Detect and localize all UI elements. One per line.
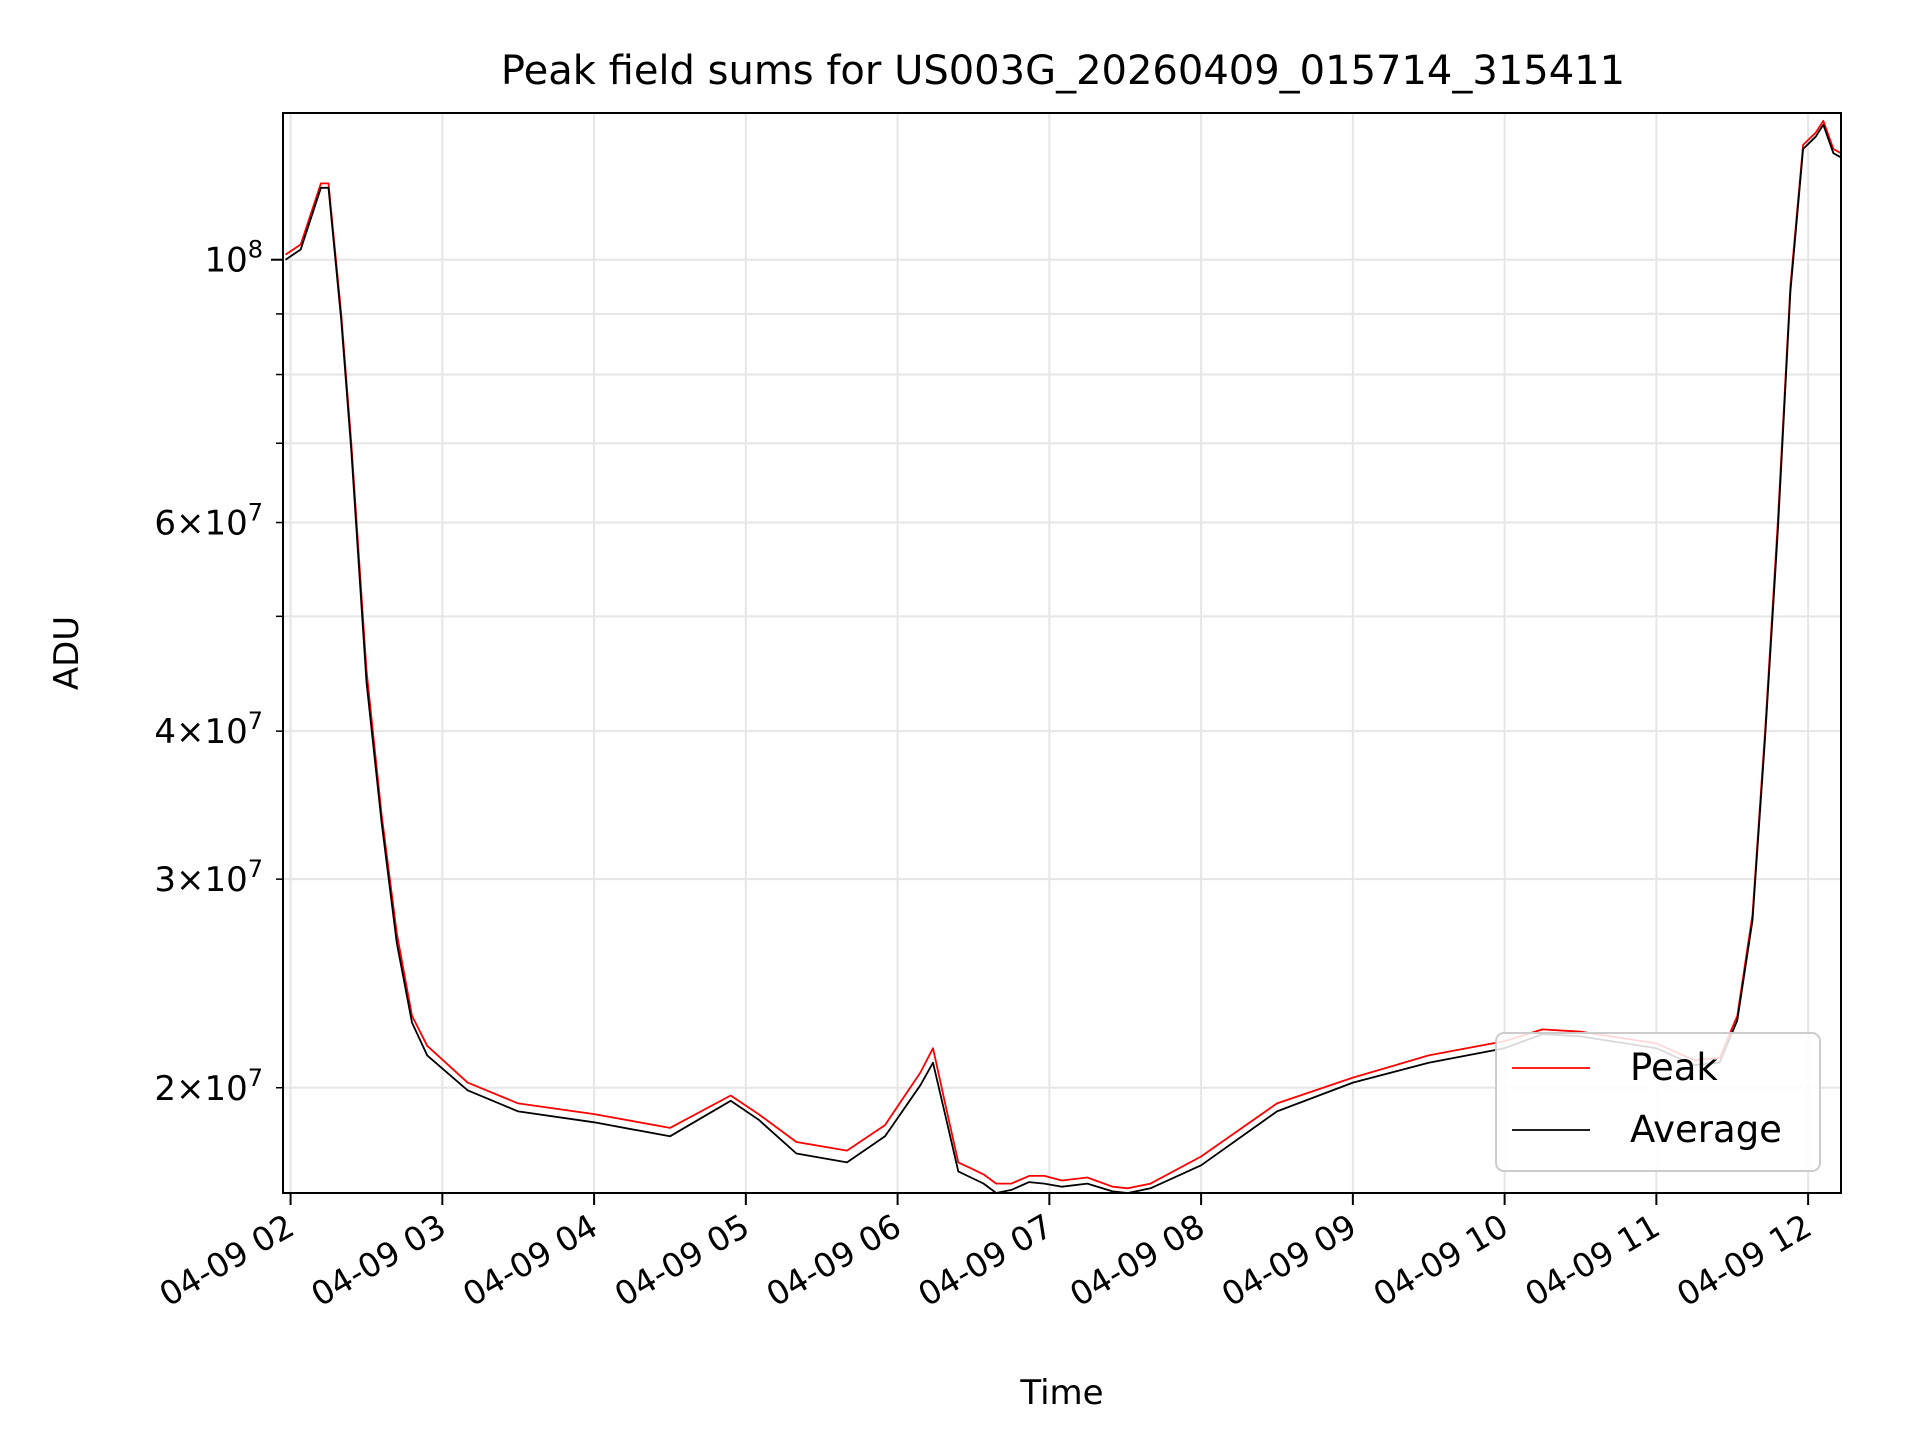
legend: Peak Average xyxy=(1495,1032,1821,1172)
grid-lines xyxy=(283,113,1841,1193)
x-axis-label: Time xyxy=(1019,1373,1103,1413)
y-tick-label: 6×107 xyxy=(154,499,263,544)
y-axis-label: ADU xyxy=(47,616,87,690)
series-lines xyxy=(284,119,1842,1194)
legend-average-label: Average xyxy=(1630,1108,1782,1151)
y-tick-label: 108 xyxy=(204,236,263,281)
y-axis-ticks: 2×107 3×107 4×107 6×107 108 xyxy=(154,236,283,1109)
series-line-average xyxy=(284,123,1842,1194)
chart-title: Peak field sums for US003G_20260409_0157… xyxy=(501,48,1625,94)
y-tick-label: 2×107 xyxy=(154,1064,263,1109)
y-tick-label: 3×107 xyxy=(154,855,263,900)
plot-frame xyxy=(282,112,1842,1194)
y-tick-label: 4×107 xyxy=(154,707,263,752)
legend-peak-label: Peak xyxy=(1630,1046,1718,1089)
